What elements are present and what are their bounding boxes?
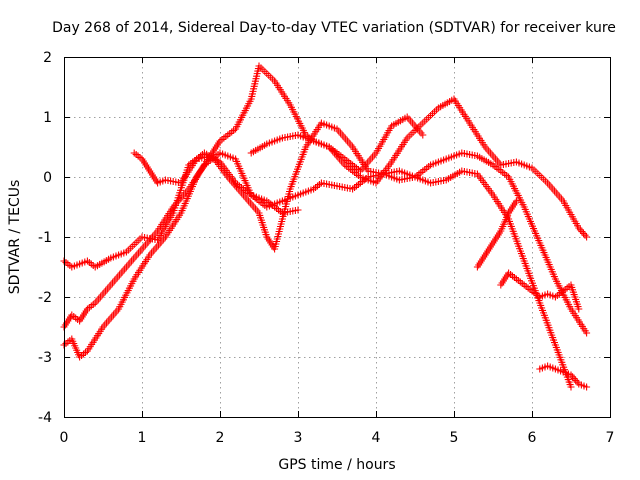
y-tick-label: 2 xyxy=(43,50,52,66)
data-point-marker xyxy=(575,305,583,313)
data-point-marker xyxy=(567,383,575,391)
data-point-marker xyxy=(419,131,427,139)
x-tick-label: 7 xyxy=(606,430,615,446)
series-arc-h xyxy=(536,362,591,391)
series-arc-f xyxy=(473,197,520,271)
y-tick-label: 1 xyxy=(43,110,52,126)
x-tick-label: 6 xyxy=(528,430,537,446)
x-tick-label: 1 xyxy=(138,430,147,446)
x-tick-label: 3 xyxy=(294,430,303,446)
y-tick-label: -2 xyxy=(38,290,52,306)
data-point-marker xyxy=(579,229,587,237)
x-tick-label: 5 xyxy=(450,430,459,446)
series-arc-g xyxy=(497,269,583,313)
y-tick-label: -3 xyxy=(38,350,52,366)
series-layer xyxy=(60,62,591,391)
data-point-marker xyxy=(294,206,302,214)
data-point-marker xyxy=(583,383,591,391)
x-tick-label: 4 xyxy=(372,430,381,446)
x-axis-label: GPS time / hours xyxy=(278,457,395,473)
x-tick-label: 2 xyxy=(216,430,225,446)
data-point-marker xyxy=(583,233,591,241)
series-arc-d xyxy=(130,119,575,391)
y-tick-label: 0 xyxy=(43,170,52,186)
series-arc-e xyxy=(247,113,427,175)
data-point-marker xyxy=(570,375,578,383)
chart-title: Day 268 of 2014, Sidereal Day-to-day VTE… xyxy=(52,20,616,36)
y-tick-label: -4 xyxy=(38,410,52,426)
y-tick-label: -1 xyxy=(38,230,52,246)
x-tick-label: 0 xyxy=(60,430,69,446)
data-point-marker xyxy=(578,228,586,236)
y-axis-label: SDTVAR / TECUs xyxy=(7,180,23,295)
axis-layer: 0 1 2 3 4 5 6 7 -4 -3 -2 -1 0 1 2 xyxy=(38,50,614,446)
data-point-marker xyxy=(583,329,591,337)
data-point-marker xyxy=(581,231,589,239)
data-point-marker xyxy=(512,197,520,205)
data-point-marker xyxy=(572,376,580,384)
